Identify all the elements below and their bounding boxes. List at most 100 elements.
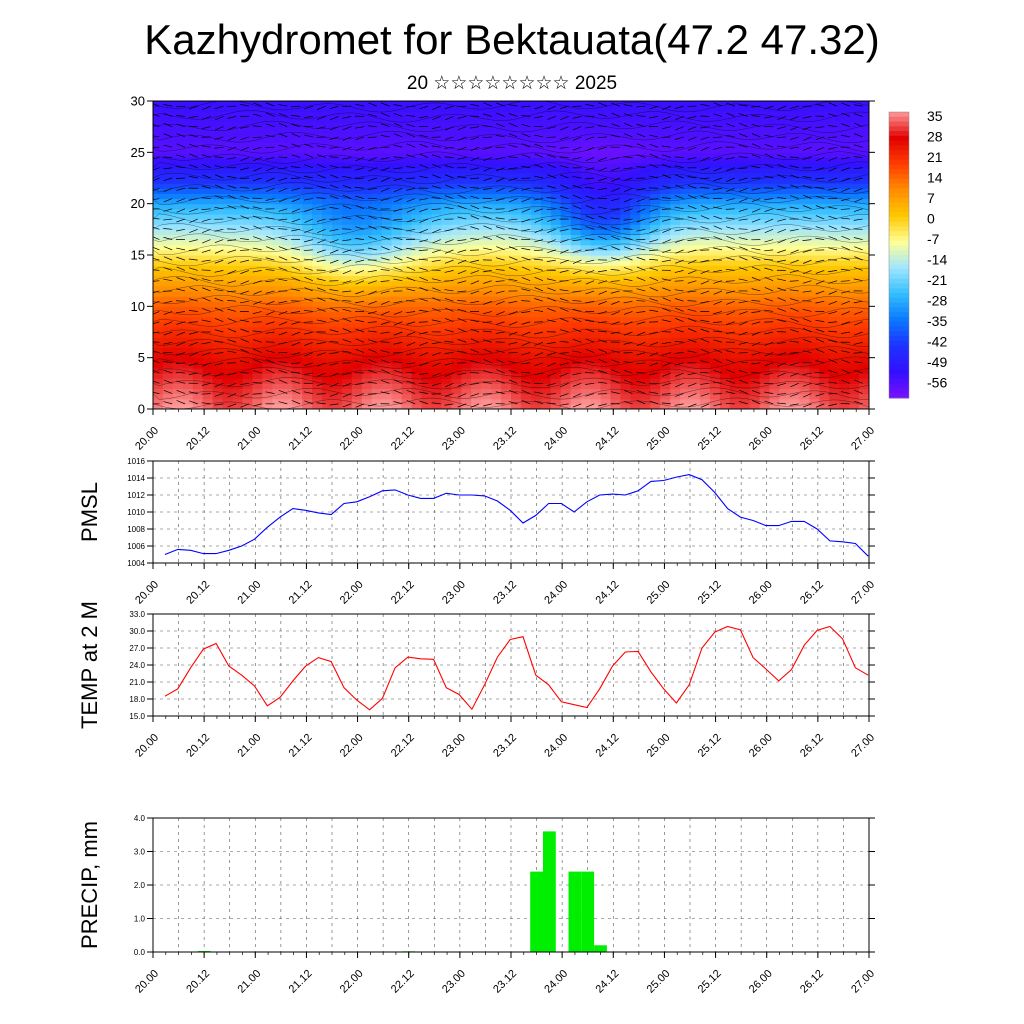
heat-cell (590, 383, 602, 390)
heat-cell (431, 116, 442, 123)
heat-cell (789, 172, 800, 179)
heat-cell (759, 167, 771, 174)
wind-barb (153, 300, 160, 305)
heat-cell (719, 367, 731, 374)
heat-cell (859, 326, 869, 333)
heat-cell (361, 136, 373, 143)
heat-cell (282, 347, 293, 354)
heat-cell (849, 403, 860, 409)
heat-cell (461, 301, 472, 307)
heat-cell (371, 239, 383, 246)
heat-cell (729, 347, 741, 354)
heat-cell (759, 352, 771, 359)
heat-cell (739, 178, 751, 184)
heat-cell (421, 290, 433, 297)
heat-cell (202, 378, 214, 384)
heat-cell (570, 188, 582, 194)
heat-cell (252, 208, 263, 215)
heat-cell (451, 337, 462, 343)
heat-cell (530, 213, 542, 220)
heat-cell (162, 234, 174, 241)
heat-cell (530, 373, 542, 379)
heat-cell (431, 362, 442, 369)
heat-cell (719, 342, 731, 348)
heat-cell (839, 131, 850, 138)
wind-barb (291, 341, 301, 346)
heat-cell (312, 260, 323, 266)
heat-cell (580, 121, 592, 128)
heat-cell (859, 311, 869, 318)
wind-barb (291, 331, 301, 336)
heat-cell (540, 183, 552, 189)
wind-barb (214, 298, 224, 302)
heat-cell (491, 152, 502, 159)
heat-cell (759, 126, 771, 133)
wind-barb (227, 300, 237, 302)
heat-cell (351, 106, 363, 112)
wind-barb (201, 341, 211, 345)
heat-cell (829, 373, 840, 379)
heat-cell (829, 398, 840, 405)
heat-cell (570, 357, 582, 364)
heat-cell (471, 321, 482, 328)
heat-cell (799, 126, 810, 133)
heat-cell (580, 311, 592, 318)
wind-barb (381, 300, 390, 305)
heat-cell (699, 388, 711, 395)
heat-cell (242, 188, 254, 194)
heat-cell (719, 203, 731, 210)
heat-cell (530, 101, 542, 107)
heat-cell (162, 193, 174, 200)
wind-barb (406, 256, 416, 261)
heat-cell (511, 142, 522, 148)
heat-cell (680, 203, 691, 210)
heat-cell (799, 383, 810, 390)
heat-cell (292, 383, 303, 390)
heat-cell (451, 188, 462, 194)
heat-cell (332, 193, 343, 200)
heat-cell (481, 208, 492, 215)
heat-cell (272, 373, 283, 379)
heat-cell (540, 255, 552, 261)
wind-barb (227, 175, 237, 179)
heat-cell (242, 285, 254, 292)
heat-cell (630, 332, 641, 338)
heat-cell (491, 136, 502, 143)
heat-cell (441, 183, 452, 189)
heat-cell (411, 224, 423, 230)
heat-cell (481, 342, 492, 348)
heat-cell (670, 332, 681, 338)
heat-cell (570, 172, 582, 179)
heat-cell (759, 219, 771, 225)
heat-cell (550, 270, 562, 277)
heat-cell (699, 126, 711, 133)
heat-cell (709, 193, 721, 200)
heat-cell (759, 367, 771, 374)
heat-cell (341, 403, 353, 409)
heat-cell (232, 152, 244, 159)
heat-cell (212, 244, 224, 251)
heat-cell (272, 367, 283, 374)
heat-cell (153, 229, 164, 236)
heat-cell (262, 213, 273, 220)
wind-barb (253, 157, 262, 162)
heat-cell (381, 213, 393, 220)
heat-cell (789, 337, 800, 343)
heat-cell (431, 373, 442, 379)
heat-cell (530, 332, 542, 338)
heat-cell (680, 249, 691, 256)
heat-cell (212, 101, 224, 107)
heat-cell (292, 393, 303, 400)
heat-cell (520, 270, 532, 277)
heat-cell (709, 136, 721, 143)
heat-cell (709, 172, 721, 179)
heat-cell (540, 383, 552, 390)
heat-cell (610, 116, 621, 123)
wind-barb (329, 184, 339, 189)
heat-cell (690, 270, 701, 277)
heat-cell (302, 367, 313, 374)
heat-cell (660, 193, 671, 200)
wind-barb (393, 133, 403, 138)
heat-cell (421, 167, 433, 174)
heat-cell (630, 101, 641, 107)
